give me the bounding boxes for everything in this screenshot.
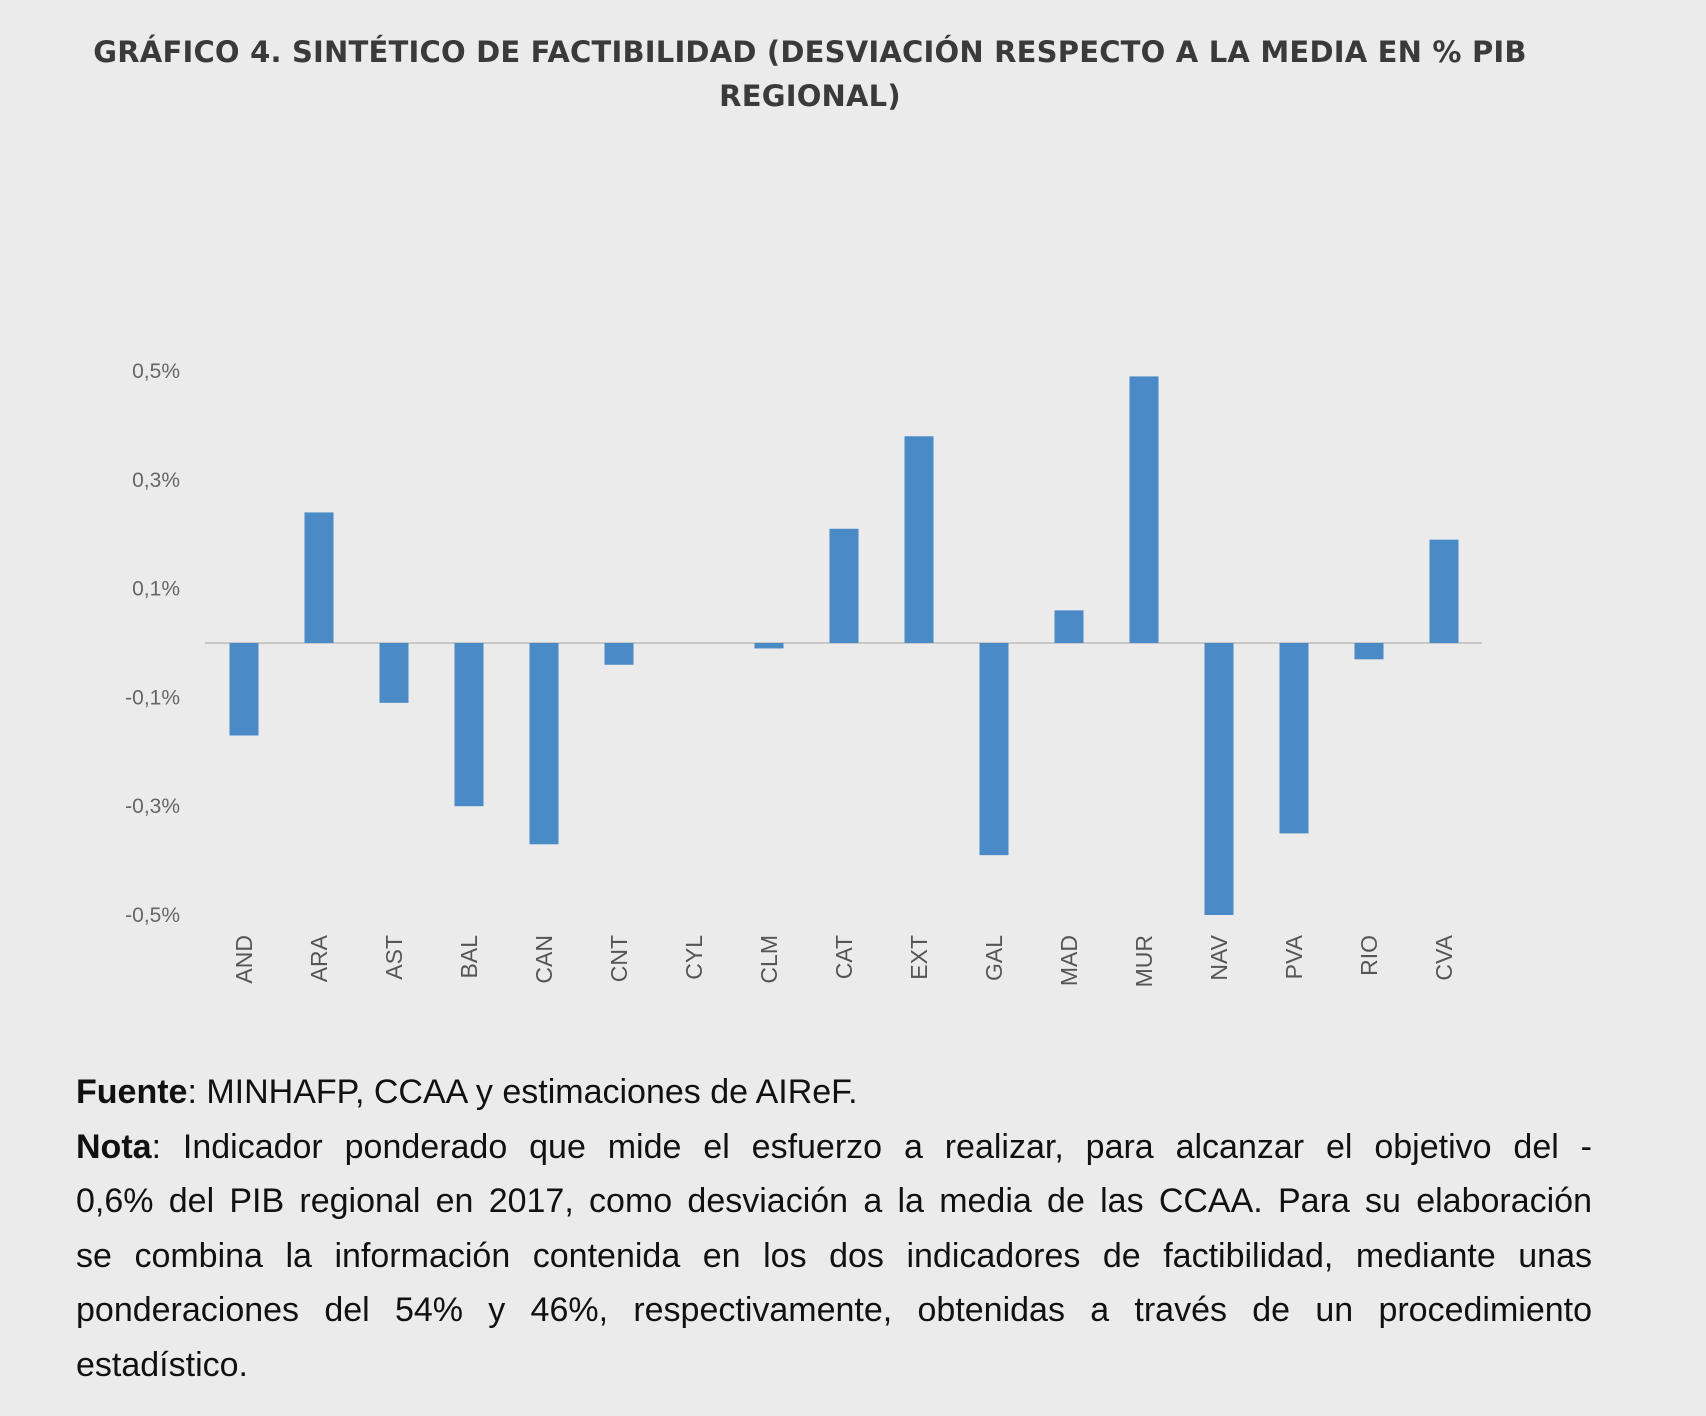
note-text: : Indicador ponderado que mide el esfuer… (151, 1127, 1592, 1166)
y-tick-label: 0,5% (132, 360, 180, 383)
note-line: se combina la información contenida en l… (76, 1236, 1592, 1275)
x-tick-label: EXT (906, 935, 932, 980)
bar-ext (904, 436, 934, 643)
bar-ara (304, 512, 334, 643)
source-label: Fuente (76, 1073, 188, 1111)
y-tick-label: 0,1% (132, 578, 180, 601)
x-tick-label: MAD (1056, 935, 1082, 986)
x-tick-label: CNT (606, 935, 632, 982)
source-line: Fuente: MINHAFP, CCAA y estimaciones de … (76, 1065, 1592, 1120)
note-line: ponderaciones del 54% y 46%, respectivam… (76, 1291, 1592, 1329)
bar-cat (829, 528, 859, 643)
x-tick-label: GAL (981, 935, 1007, 981)
bar-cva (1429, 539, 1459, 643)
x-tick-label: ARA (306, 934, 332, 982)
bar-gal (979, 643, 1009, 856)
chart-title: GRÁFICO 4. SINTÉTICO DE FACTIBILIDAD (DE… (30, 30, 1590, 118)
x-tick-label: AND (231, 935, 257, 984)
bar-and (229, 643, 259, 736)
x-tick-label: CLM (756, 935, 782, 984)
y-tick-label: -0,5% (125, 904, 180, 927)
bar-pva (1279, 643, 1309, 834)
x-tick-label: CYL (681, 935, 707, 980)
bar-can (529, 643, 559, 845)
x-tick-label: BAL (456, 935, 482, 979)
x-tick-label: CVA (1431, 934, 1457, 980)
source-text: : MINHAFP, CCAA y estimaciones de AIReF. (187, 1073, 858, 1111)
bar-nav (1204, 643, 1234, 915)
bar-clm (754, 643, 784, 649)
bar-rio (1354, 643, 1384, 660)
bar-mad (1054, 610, 1084, 643)
y-tick-label: -0,1% (125, 686, 180, 709)
chart-title-line-1: GRÁFICO 4. SINTÉTICO DE FACTIBILIDAD (DE… (93, 35, 1527, 69)
bar-cnt (604, 643, 634, 665)
note-line: 0,6% del PIB regional en 2017, como desv… (76, 1182, 1592, 1220)
bar-ast (379, 643, 409, 703)
x-tick-label: NAV (1206, 934, 1232, 980)
note-label: Nota (76, 1127, 152, 1166)
chart-title-line-2: REGIONAL) (719, 79, 901, 113)
x-tick-label: AST (381, 935, 407, 980)
y-tick-label: 0,3% (132, 469, 180, 492)
y-tick-label: -0,3% (125, 795, 180, 818)
x-tick-label: PVA (1281, 934, 1307, 979)
bar-chart: 0,5% 0,3% 0,1% -0,1% -0,3% -0,5% AND ARA AST BAL C… (125, 360, 1482, 987)
bar-mur (1129, 376, 1159, 643)
note-line: estadístico. (76, 1345, 248, 1384)
x-tick-label: MUR (1131, 935, 1157, 987)
x-tick-label: CAN (531, 935, 557, 984)
bar-bal (454, 643, 484, 807)
note-line: Nota: Indicador ponderado que mide el es… (76, 1120, 1592, 1175)
x-tick-label: CAT (831, 935, 857, 979)
x-tick-label: RIO (1356, 935, 1382, 976)
chart-notes: Fuente: MINHAFP, CCAA y estimaciones de … (76, 1065, 1592, 1392)
